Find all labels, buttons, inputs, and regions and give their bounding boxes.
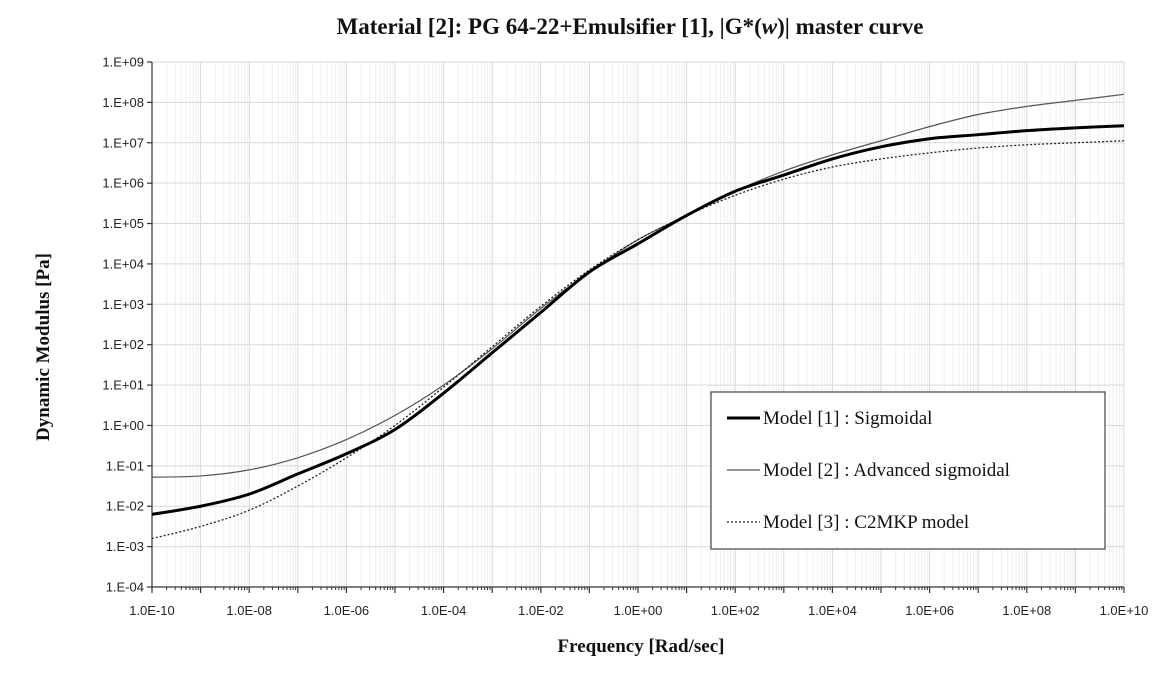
chart-title: Material [2]: PG 64-22+Emulsifier [1], |… <box>336 14 923 39</box>
y-tick-label: 1.E-04 <box>106 580 144 595</box>
x-tick-labels: 1.0E-10 1.0E-08 1.0E-06 1.0E-04 1.0E-02 1.0E+… <box>129 603 1148 618</box>
x-tick-label: 1.0E-06 <box>324 603 370 618</box>
y-tick-label: 1.E+04 <box>102 256 144 271</box>
x-tick-label: 1.0E+08 <box>1002 603 1051 618</box>
series-line-model-3 <box>151 140 1125 540</box>
legend-box <box>710 391 1106 550</box>
x-tick-label: 1.0E-10 <box>129 603 175 618</box>
y-tick-label: 1.E+08 <box>102 95 144 110</box>
x-tick-label: 1.0E+06 <box>905 603 954 618</box>
y-axis-label: Dynamic Modulus [Pa] <box>33 253 54 441</box>
axes <box>147 61 1125 593</box>
y-tick-labels: 1.E-04 1.E-03 1.E-02 1.E-01 1.E+00 1.E+01 1.E+… <box>102 55 144 595</box>
y-tick-label: 1.E+09 <box>102 55 144 70</box>
x-tick-label: 1.0E-02 <box>518 603 564 618</box>
y-tick-label: 1.E+03 <box>102 297 144 312</box>
y-tick-label: 1.E-01 <box>106 458 144 473</box>
x-tick-label: 1.0E+02 <box>711 603 760 618</box>
x-axis-label: Frequency [Rad/sec] <box>558 636 725 657</box>
y-tick-label: 1.E+07 <box>102 135 144 150</box>
legend-label-model-3: Model [3] : C2MKP model <box>763 512 969 533</box>
series-line-model-1 <box>151 124 1125 516</box>
data-series <box>151 93 1125 540</box>
y-tick-label: 1.E+00 <box>102 418 144 433</box>
legend-label-model-1: Model [1] : Sigmoidal <box>763 408 932 429</box>
y-tick-label: 1.E+02 <box>102 337 144 352</box>
legend: Model [1] : Sigmoidal Model [2] : Advanc… <box>710 391 1106 550</box>
y-tick-label: 1.E+01 <box>102 378 144 393</box>
y-tick-label: 1.E-02 <box>106 499 144 514</box>
x-tick-label: 1.0E+00 <box>614 603 663 618</box>
x-tick-label: 1.0E+04 <box>808 603 857 618</box>
x-tick-label: 1.0E+10 <box>1100 603 1149 618</box>
legend-label-model-2: Model [2] : Advanced sigmoidal <box>763 460 1010 481</box>
x-tick-label: 1.0E-04 <box>421 603 467 618</box>
y-tick-label: 1.E+05 <box>102 216 144 231</box>
x-tick-label: 1.0E-08 <box>226 603 272 618</box>
y-tick-label: 1.E-03 <box>106 539 144 554</box>
y-tick-label: 1.E+06 <box>102 176 144 191</box>
